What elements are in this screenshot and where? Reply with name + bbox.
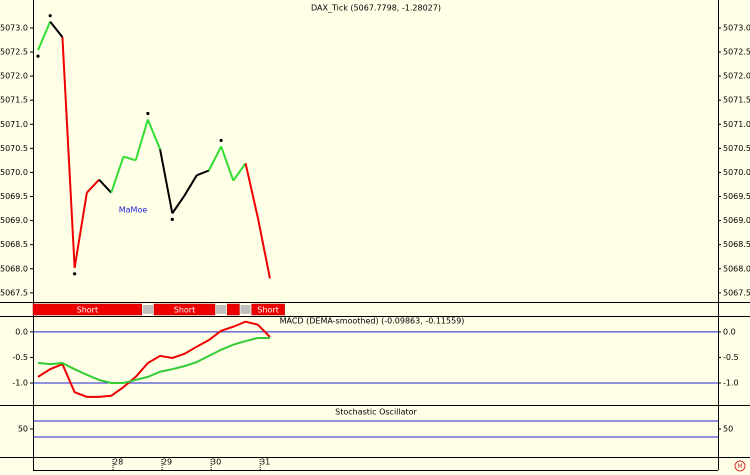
chart-title: DAX_Tick (5067.7798, -1.28027) bbox=[311, 4, 441, 13]
price-segment bbox=[232, 162, 247, 182]
pivot-marker bbox=[146, 111, 150, 116]
signal-label: Short bbox=[77, 306, 98, 315]
y-tick-label: 5071.0 bbox=[0, 120, 28, 129]
y-tick-label: 50 bbox=[723, 425, 733, 434]
y-tick-label: 5069.0 bbox=[0, 216, 28, 225]
x-tick-label: 31 bbox=[260, 458, 270, 467]
y-tick-label: 5073.0 bbox=[0, 23, 28, 32]
price-segment bbox=[134, 119, 149, 161]
price-segment bbox=[159, 149, 174, 214]
pivot-marker bbox=[170, 217, 174, 221]
y-tick-label: 5071.5 bbox=[723, 96, 750, 105]
price-segment bbox=[110, 156, 125, 193]
y-tick-label: 5073.0 bbox=[723, 23, 750, 32]
y-tick-label: 5068.5 bbox=[0, 240, 28, 249]
signal-block bbox=[226, 303, 240, 316]
y-tick-label: 5069.0 bbox=[723, 216, 750, 225]
signal-label: Short bbox=[174, 306, 195, 315]
y-tick-label: -0.5 bbox=[723, 353, 739, 362]
y-tick-label: -1.0 bbox=[723, 379, 739, 388]
y-tick-label: 5069.5 bbox=[723, 192, 750, 201]
signal-label: Short bbox=[257, 306, 278, 315]
price-segment bbox=[196, 169, 210, 177]
y-tick-label: 5067.5 bbox=[723, 288, 750, 297]
y-tick-label: 5069.5 bbox=[0, 192, 28, 201]
price-segment bbox=[98, 178, 112, 194]
y-tick-label: 5070.0 bbox=[723, 168, 750, 177]
pivot-marker bbox=[73, 272, 77, 276]
macd-line bbox=[37, 336, 270, 385]
price-segment bbox=[86, 178, 100, 194]
signal-block bbox=[240, 305, 251, 314]
pivot-marker bbox=[36, 54, 40, 58]
signal-block bbox=[251, 303, 285, 316]
y-tick-label: 5068.0 bbox=[723, 264, 750, 273]
y-tick-label: 5072.5 bbox=[0, 48, 28, 57]
price-segment bbox=[123, 155, 136, 162]
y-tick-label: 50 bbox=[18, 425, 28, 434]
price-segment bbox=[37, 21, 52, 51]
price-segment bbox=[73, 192, 88, 268]
y-tick-label: 5072.0 bbox=[723, 72, 750, 81]
price-segment bbox=[220, 146, 235, 181]
price-segment bbox=[61, 37, 76, 268]
pivot-marker bbox=[219, 138, 223, 143]
price-segment bbox=[183, 174, 198, 197]
panel-title: Stochastic Oscillator bbox=[335, 408, 417, 417]
panel-title: MACD (DEMA-smoothed) (-0.09863, -0.11559… bbox=[280, 317, 465, 326]
macd-line bbox=[37, 320, 271, 398]
y-tick-label: -0.5 bbox=[12, 353, 28, 362]
price-segment bbox=[49, 21, 64, 38]
signal-block bbox=[142, 305, 153, 314]
x-tick-label: 30 bbox=[211, 458, 221, 467]
y-tick-label: -1.0 bbox=[12, 379, 28, 388]
annotation: MaMoe bbox=[119, 206, 148, 215]
y-tick-label: 5068.0 bbox=[0, 264, 28, 273]
y-tick-label: 5070.0 bbox=[0, 168, 28, 177]
price-segment bbox=[146, 119, 162, 150]
y-tick-label: 0.0 bbox=[723, 327, 736, 336]
price-segment bbox=[208, 145, 223, 171]
logo-letter: M bbox=[737, 463, 742, 470]
price-segment bbox=[171, 194, 186, 214]
pivot-marker bbox=[48, 14, 52, 18]
y-tick-label: 5067.5 bbox=[0, 288, 28, 297]
signal-block bbox=[216, 305, 227, 314]
x-tick-label: 29 bbox=[162, 458, 172, 467]
y-tick-label: 5071.0 bbox=[723, 120, 750, 129]
y-tick-label: 0.0 bbox=[15, 327, 28, 336]
price-segment bbox=[244, 163, 259, 218]
y-tick-label: 5070.5 bbox=[0, 144, 28, 153]
logo-icon bbox=[734, 460, 746, 472]
price-segment bbox=[256, 217, 271, 279]
y-tick-label: 5071.5 bbox=[0, 96, 28, 105]
x-tick-label: 28 bbox=[113, 458, 123, 467]
y-tick-label: 5070.5 bbox=[723, 144, 750, 153]
signal-block bbox=[32, 303, 143, 316]
y-tick-label: 5072.0 bbox=[0, 72, 28, 81]
y-tick-label: 5072.5 bbox=[723, 48, 750, 57]
y-tick-label: 5068.5 bbox=[723, 240, 750, 249]
signal-block bbox=[153, 303, 216, 316]
